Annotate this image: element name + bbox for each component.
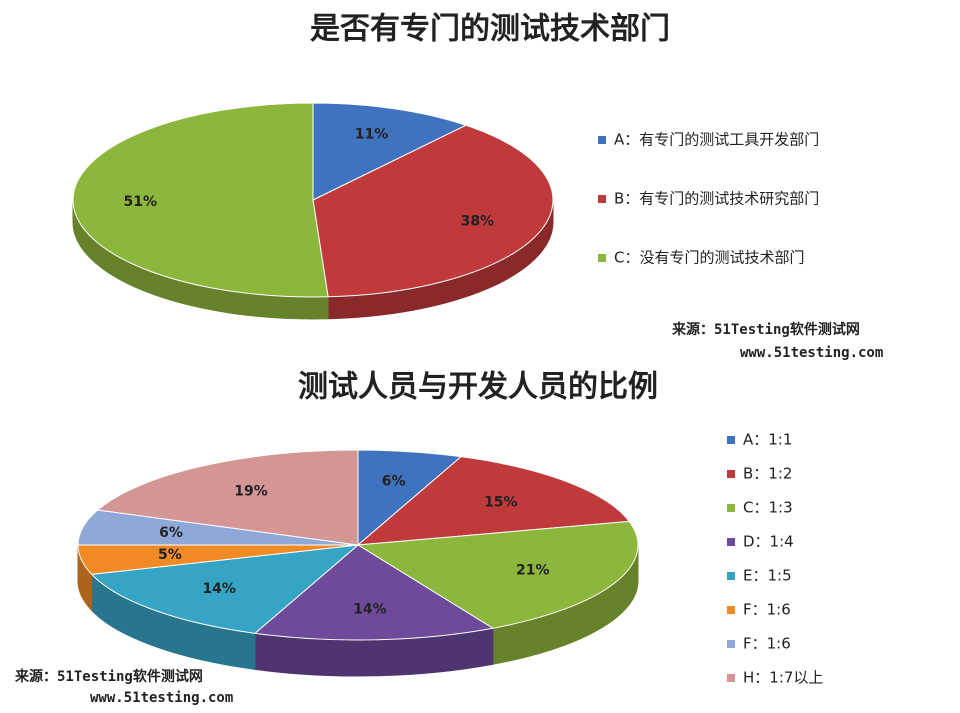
legend-swatch — [727, 538, 735, 546]
legend-label: C：1:3 — [743, 499, 793, 517]
legend-swatch — [727, 606, 735, 614]
source-text: 来源：51Testing软件测试网 — [671, 321, 860, 338]
source-text: www.51testing.com — [90, 690, 233, 706]
data-label: 14% — [202, 581, 236, 597]
legend-swatch — [727, 640, 735, 648]
slice — [253, 544, 495, 677]
slice — [96, 449, 359, 546]
source-text: www.51testing.com — [740, 345, 883, 361]
slice — [312, 102, 468, 201]
legend-label: A：1:1 — [743, 431, 792, 449]
data-label: 51% — [124, 194, 158, 210]
legend-label: A：有专门的测试工具开发部门 — [614, 131, 819, 149]
legend-swatch — [727, 436, 735, 444]
slice — [356, 456, 631, 546]
legend-swatch — [598, 136, 606, 144]
slice-top — [72, 102, 329, 298]
slice-top — [253, 544, 495, 641]
data-label: 6% — [159, 525, 183, 541]
chart-title: 是否有专门的测试技术部门 — [310, 12, 670, 47]
data-label: 14% — [353, 601, 387, 617]
data-label: 11% — [355, 126, 389, 142]
legend-label: C：没有专门的测试技术部门 — [614, 249, 804, 267]
slice — [312, 124, 554, 320]
slice-top — [356, 456, 631, 546]
legend-label: B：1:2 — [743, 465, 792, 483]
legend-swatch — [727, 470, 735, 478]
source-text: 来源：51Testing软件测试网 — [14, 668, 203, 685]
data-label: 15% — [484, 494, 518, 510]
slice — [72, 102, 329, 320]
legend-label: F：1:6 — [743, 601, 791, 619]
legend-swatch — [727, 572, 735, 580]
data-label: 38% — [461, 214, 495, 230]
legend-label: D：1:4 — [743, 533, 794, 551]
data-label: 19% — [234, 484, 268, 500]
legend-label: B：有专门的测试技术研究部门 — [614, 190, 819, 208]
slice-top — [312, 124, 554, 298]
chart-title: 测试人员与开发人员的比例 — [298, 370, 658, 405]
legend-swatch — [598, 254, 606, 262]
legend-swatch — [727, 674, 735, 682]
slice-top — [356, 520, 639, 629]
legend-label: E：1:5 — [743, 567, 792, 585]
legend-label: F：1:6 — [743, 635, 791, 653]
slice-top — [312, 102, 468, 201]
legend-swatch — [727, 504, 735, 512]
legend-label: H：1:7以上 — [743, 669, 823, 687]
legend-swatch — [598, 195, 606, 203]
data-label: 21% — [516, 563, 550, 579]
data-label: 6% — [382, 474, 406, 490]
slice-top — [96, 449, 359, 546]
data-label: 5% — [158, 547, 182, 563]
